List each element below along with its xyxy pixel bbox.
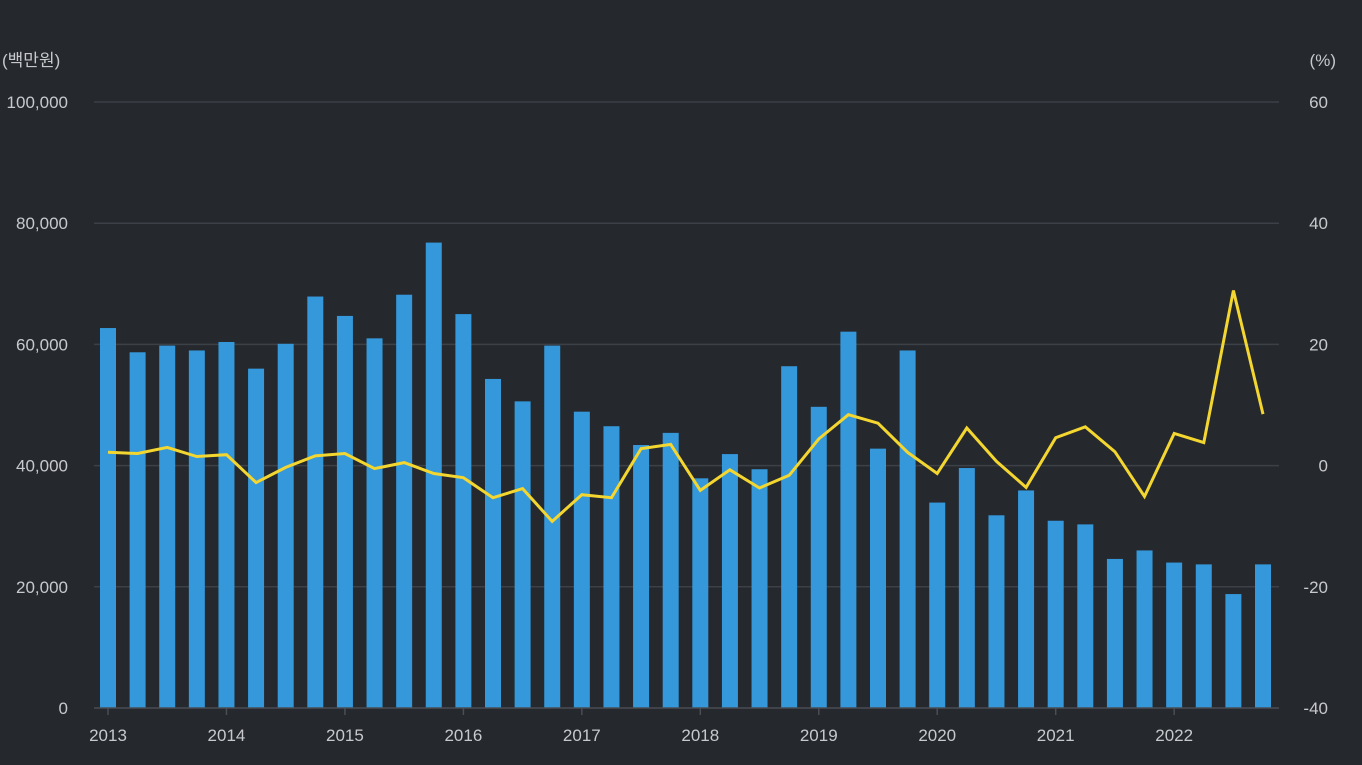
bar bbox=[781, 366, 798, 708]
gridlines bbox=[94, 101, 1279, 588]
bar bbox=[633, 444, 650, 708]
x-tick-label: 2017 bbox=[563, 726, 601, 745]
bar bbox=[1018, 490, 1035, 708]
left-tick-label: 40,000 bbox=[16, 457, 68, 476]
bar bbox=[1225, 594, 1242, 708]
bar bbox=[1166, 562, 1183, 708]
bar bbox=[425, 242, 442, 709]
bar bbox=[899, 350, 916, 708]
left-tick-label: 60,000 bbox=[16, 335, 68, 354]
bar bbox=[455, 314, 472, 708]
bar bbox=[870, 448, 886, 708]
bar bbox=[751, 469, 768, 708]
right-tick-label: 0 bbox=[1319, 457, 1328, 476]
bar bbox=[396, 294, 413, 708]
right-tick-label: 40 bbox=[1309, 214, 1328, 233]
right-tick-label: 20 bbox=[1309, 335, 1328, 354]
bar bbox=[307, 296, 324, 708]
x-tick-label: 2014 bbox=[208, 726, 246, 745]
right-tick-label: -40 bbox=[1303, 699, 1328, 718]
bar bbox=[159, 345, 176, 708]
right-tick-label: -20 bbox=[1303, 578, 1328, 597]
bar bbox=[1106, 558, 1123, 708]
x-tick-label: 2013 bbox=[89, 726, 127, 745]
right-tick-label: 60 bbox=[1309, 93, 1328, 112]
bar bbox=[603, 426, 620, 708]
bar bbox=[840, 331, 857, 708]
axes: 100,000 80,000 60,000 40,000 20,000 0 60 40 20 0 -… bbox=[7, 93, 1328, 745]
bar bbox=[1077, 524, 1094, 708]
x-tick-label: 2021 bbox=[1037, 726, 1075, 745]
x-tick-label: 2020 bbox=[918, 726, 956, 745]
bar bbox=[366, 338, 383, 708]
bar bbox=[1136, 550, 1153, 708]
x-tick-label: 2016 bbox=[444, 726, 482, 745]
left-axis-unit: (백만원) bbox=[2, 51, 60, 70]
bar bbox=[1255, 564, 1271, 708]
x-tick-label: 2022 bbox=[1155, 726, 1193, 745]
bar-series bbox=[100, 242, 1271, 709]
bar bbox=[514, 401, 531, 708]
bar bbox=[662, 432, 679, 708]
bar bbox=[188, 350, 205, 708]
left-tick-label: 20,000 bbox=[16, 578, 68, 597]
x-tick-label: 2018 bbox=[681, 726, 719, 745]
bar bbox=[100, 328, 116, 708]
left-tick-label: 80,000 bbox=[16, 214, 68, 233]
bar bbox=[277, 343, 294, 708]
left-tick-label: 100,000 bbox=[7, 93, 68, 112]
bar bbox=[692, 478, 709, 708]
line-series bbox=[107, 290, 1265, 524]
bar bbox=[958, 468, 975, 708]
right-axis-unit: (%) bbox=[1310, 51, 1336, 70]
left-tick-label: 0 bbox=[59, 699, 68, 718]
bar bbox=[810, 406, 827, 708]
bar bbox=[988, 515, 1005, 708]
bar bbox=[1047, 520, 1064, 708]
bar bbox=[721, 454, 738, 708]
bar bbox=[129, 352, 146, 708]
x-tick-label: 2015 bbox=[326, 726, 364, 745]
bar bbox=[485, 378, 501, 708]
bar bbox=[544, 345, 561, 708]
bar bbox=[573, 411, 590, 708]
line-path bbox=[107, 290, 1265, 524]
bar bbox=[1195, 564, 1212, 708]
bar bbox=[218, 341, 235, 708]
bar bbox=[248, 368, 265, 708]
bar bbox=[336, 315, 353, 708]
x-tick-label: 2019 bbox=[800, 726, 838, 745]
bar bbox=[929, 502, 946, 708]
